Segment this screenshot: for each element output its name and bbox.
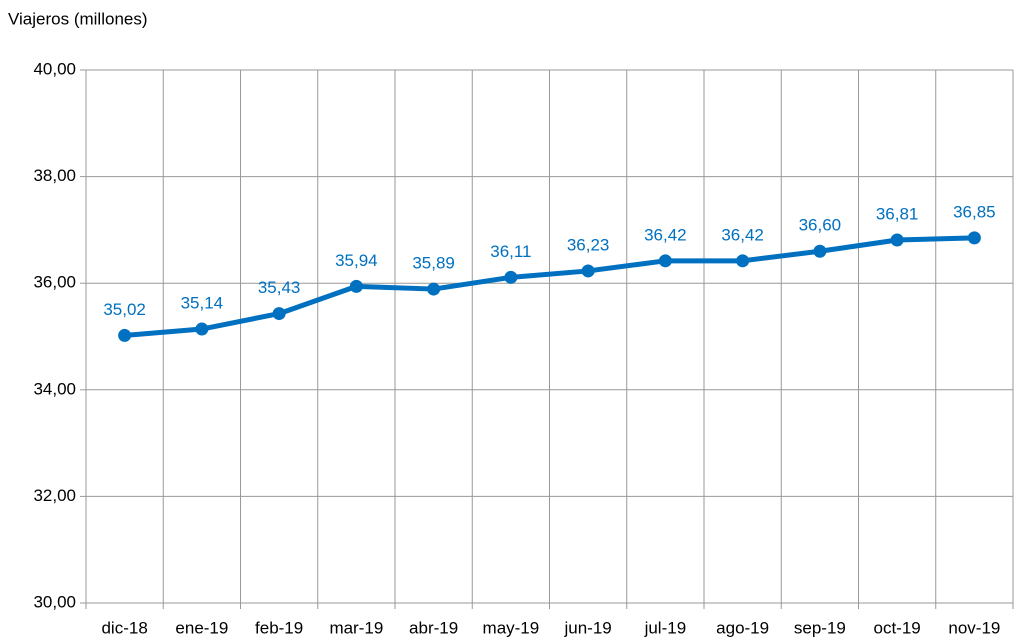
data-point [272,307,286,321]
y-tick-label: 38,00 [33,166,76,185]
data-label: 36,42 [721,225,764,244]
x-tick-label: feb-19 [255,618,303,637]
x-tick-label: sep-19 [794,618,846,637]
data-label: 36,81 [876,205,919,224]
x-tick-label: ago-19 [716,618,769,637]
data-line [124,235,975,338]
data-label: 35,02 [103,300,146,319]
x-tick-label: may-19 [483,618,540,637]
data-label: 36,23 [567,235,610,254]
x-tick-label: mar-19 [329,618,383,637]
x-tick-label: nov-19 [948,618,1000,637]
y-tick-label: 32,00 [33,486,76,505]
data-label: 35,14 [181,294,224,313]
data-label: 35,94 [335,251,378,270]
data-point [658,254,672,268]
x-tick-label: ene-19 [175,618,228,637]
data-label: 36,42 [644,225,687,244]
data-label: 36,60 [799,216,842,235]
data-point [581,264,595,278]
data-point [427,282,441,296]
data-point [890,233,904,247]
y-tick-label: 40,00 [33,59,76,78]
data-point [967,231,981,245]
y-axis-title: Viajeros (millones) [8,9,148,28]
data-label: 36,85 [953,202,996,221]
x-tick-label: oct-19 [874,618,921,637]
data-point [195,322,209,336]
data-point [813,244,827,258]
data-point [349,279,363,293]
data-point [736,254,750,268]
x-tick-label: jun-19 [563,618,611,637]
x-tick-label: abr-19 [409,618,458,637]
data-point [118,328,132,342]
x-tick-label: jul-19 [644,618,687,637]
y-tick-label: 34,00 [33,379,76,398]
x-tick-label: dic-18 [101,618,147,637]
data-label: 35,89 [412,254,455,273]
data-label: 35,43 [258,278,301,297]
data-label: 36,11 [490,242,531,261]
data-point [504,270,518,284]
y-tick-label: 30,00 [33,592,76,611]
y-tick-label: 36,00 [33,273,76,292]
